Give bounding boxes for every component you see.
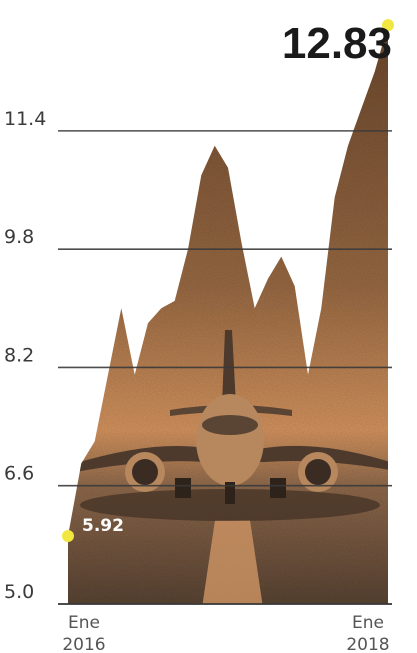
start-value-label: 5.92 [82,516,124,536]
airplane-illustration [70,330,388,604]
y-tick-label: 5.0 [4,581,34,603]
start-marker [62,529,74,542]
y-tick-label: 8.2 [4,344,34,366]
y-tick-label: 11.4 [4,108,46,130]
x-tick-label: 2016 [62,635,105,653]
y-tick-label: 6.6 [4,463,34,485]
x-tick-label: 2018 [346,635,389,653]
end-marker [382,19,394,32]
grid-lines [58,130,392,605]
area-series [68,25,388,604]
x-axis-ticks: Ene 2016 Ene 2018 [62,613,389,653]
endpoint-markers: 5.92 12.83 [62,19,394,542]
y-axis-ticks: 5.0 6.6 8.2 9.8 11.4 [4,108,46,603]
y-tick-label: 9.8 [4,226,34,248]
end-value-label: 12.83 [282,19,392,68]
x-tick-label: Ene [68,613,100,633]
x-tick-label: Ene [352,613,384,633]
